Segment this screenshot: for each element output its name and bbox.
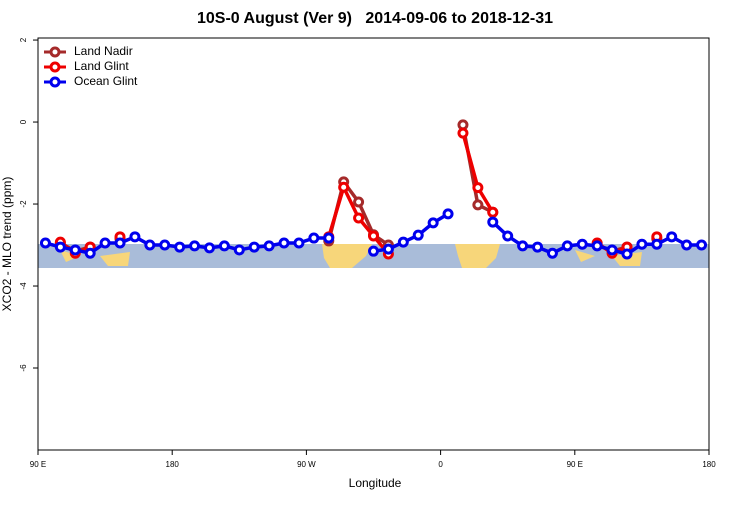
series-point [487,206,499,218]
series-point [174,241,186,253]
x-tick-label: 180 [166,460,180,469]
series-point [397,236,409,248]
land-patch [322,244,372,268]
series-point [323,232,335,244]
series-point [248,241,260,253]
legend-label: Land Glint [74,59,129,73]
series-point [84,247,96,259]
series-point [368,230,379,242]
y-tick-label: -2 [19,200,28,208]
series-point [263,240,275,252]
series-point [681,239,693,251]
series-point [427,217,439,229]
series-point [159,239,171,251]
series-point [412,229,424,241]
series-point [114,237,126,249]
land-patch [575,250,595,262]
series-point [517,240,529,252]
series-point [353,212,365,224]
y-tick-label: -6 [19,364,28,372]
land-patch [100,252,130,266]
series-point [487,216,499,228]
legend-swatch-point [49,76,61,88]
series-point [606,244,618,256]
series-point [144,239,156,251]
series-point [561,240,573,252]
series-point [457,127,469,139]
series-point [338,181,350,193]
legend-label: Ocean Glint [74,74,138,88]
land-patch [60,250,80,262]
series-point [621,248,633,260]
series-point [368,245,379,257]
series-point [591,240,603,252]
series-point [353,196,365,208]
series-point [546,247,558,259]
series-point [472,182,484,194]
x-axis-label: Longitude [349,476,402,490]
x-tick-label: 180 [702,460,716,469]
series-point [636,238,648,250]
y-tick-label: -4 [19,282,28,290]
series-point [54,241,66,253]
series-point [129,231,141,243]
chart-title: 10S-0 August (Ver 9) 2014-09-06 to 2018-… [197,10,553,27]
series-point [442,208,454,220]
series-point [99,237,111,249]
series-point [293,237,305,249]
series-point [502,230,514,242]
series-point [308,232,320,244]
series-point [218,240,230,252]
legend-label: Land Nadir [74,44,133,58]
series-point [278,237,290,249]
series-point [576,238,588,250]
series-point [39,237,51,249]
series-line [60,133,656,254]
series-point [69,244,81,256]
x-tick-label: 90 W [297,460,316,469]
plot-frame [37,37,710,451]
series-point [696,239,708,251]
series-line [60,125,656,251]
series-point [382,243,394,255]
series-point [532,241,544,253]
x-tick-label: 90 E [567,460,583,469]
x-tick-label: 90 E [30,460,46,469]
land-patch [455,244,500,268]
series-point [233,244,245,256]
series-point [203,242,215,254]
series-point [472,199,484,211]
series-point [651,238,663,250]
x-tick-label: 0 [438,460,443,469]
y-tick-label: 0 [19,119,28,124]
legend-swatch-point [49,61,61,73]
legend-swatch-point [49,46,61,58]
series-point [189,240,201,252]
series-point [666,231,678,243]
y-axis-label: XCO2 - MLO trend (ppm) [0,177,14,312]
y-tick-label: 2 [19,37,28,42]
